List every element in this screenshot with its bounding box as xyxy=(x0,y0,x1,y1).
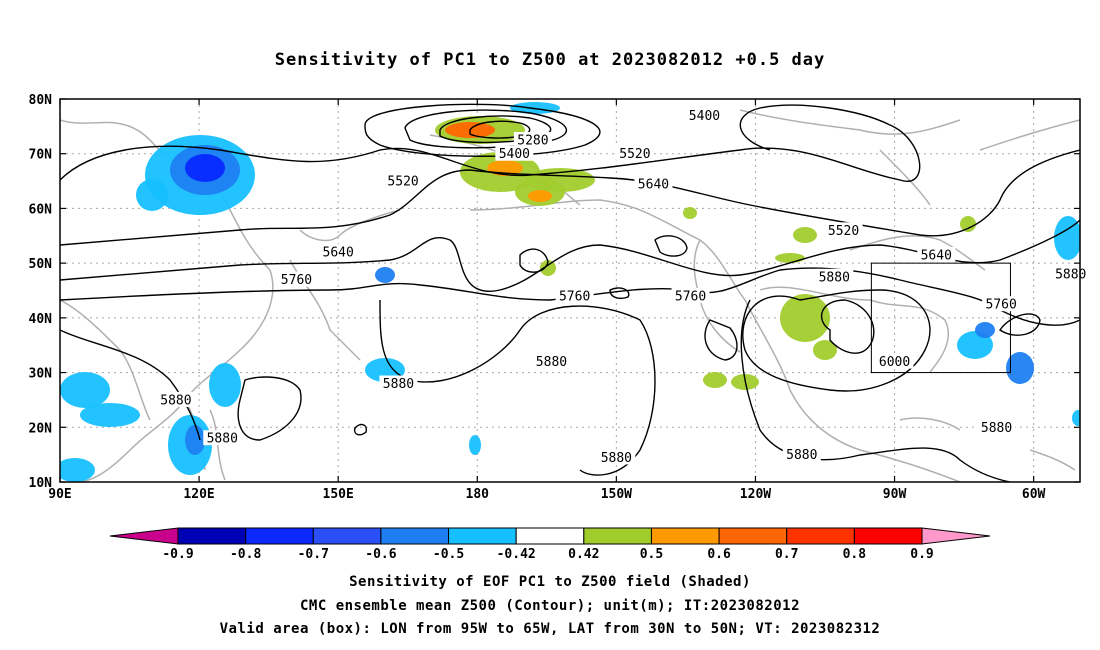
contour-label: 5760 xyxy=(986,298,1017,313)
colorbar-label: -0.9 xyxy=(162,547,193,562)
colorbar-label: 0.42 xyxy=(568,547,599,562)
colorbar-swatch xyxy=(245,527,314,545)
axis-ticks: 90E 120E 150E 180 150W 120W 90W 60W 80N 70N 60N 50N… xyxy=(29,93,1080,502)
contour-label: 5880 xyxy=(383,377,414,392)
colorbar-swatch xyxy=(380,527,450,545)
contour-label: 5640 xyxy=(323,246,354,261)
lon-tick-label: 120E xyxy=(183,487,214,502)
contour-label: 5880 xyxy=(207,432,238,447)
contour-label: 5880 xyxy=(1055,268,1086,283)
colorbar-label: -0.8 xyxy=(230,547,261,562)
colorbar-swatch xyxy=(448,527,517,545)
coastlines xyxy=(60,109,1080,482)
contour-label: 5520 xyxy=(828,224,859,239)
contour-label: 5880 xyxy=(786,448,817,463)
contour-label: 5880 xyxy=(601,451,632,466)
lon-tick-label: 150E xyxy=(323,487,354,502)
lon-tick-label: 120W xyxy=(740,487,771,502)
colorbar-label: 0.5 xyxy=(640,547,663,562)
colorbar-swatch xyxy=(312,527,382,545)
colorbar-label: -0.42 xyxy=(497,547,536,562)
lon-tick-label: 180 xyxy=(466,487,490,502)
footer-line-1: Sensitivity of EOF PC1 to Z500 field (Sh… xyxy=(349,574,751,590)
contour-label: 5640 xyxy=(921,248,952,263)
lon-tick-label: 90E xyxy=(48,487,71,502)
colorbar-swatch xyxy=(786,527,855,545)
colorbar-swatch xyxy=(650,527,720,545)
footer-line-2: CMC ensemble mean Z500 (Contour); unit(m… xyxy=(299,598,800,614)
lat-tick-label: 30N xyxy=(29,367,53,382)
contour-label: 5880 xyxy=(536,355,567,370)
lat-tick-label: 80N xyxy=(29,93,53,108)
lon-tick-label: 60W xyxy=(1022,487,1046,502)
contour-label: 5640 xyxy=(638,177,669,192)
contour-label: 5880 xyxy=(981,421,1012,436)
contour-label: 5400 xyxy=(689,109,720,124)
contour-label: 5760 xyxy=(281,273,312,288)
lat-tick-label: 50N xyxy=(29,257,53,272)
colorbar-label: -0.6 xyxy=(365,547,396,562)
colorbar-high-arrow xyxy=(921,527,991,545)
contour-label: 5760 xyxy=(559,289,590,304)
lon-tick-label: 90W xyxy=(883,487,907,502)
contour-label: 5880 xyxy=(819,270,850,285)
lat-tick-label: 10N xyxy=(29,476,53,491)
lat-tick-label: 70N xyxy=(29,148,53,163)
sensitivity-shading xyxy=(60,102,1080,482)
colorbar-label: -0.7 xyxy=(298,547,329,562)
colorbar-swatch xyxy=(177,527,247,545)
contour-label: 5880 xyxy=(160,393,191,408)
contour-label: 5520 xyxy=(387,175,418,190)
lat-tick-label: 60N xyxy=(29,202,53,217)
colorbar-label: 0.8 xyxy=(843,547,867,562)
contour-label: 5400 xyxy=(499,147,530,162)
contour-label: 5760 xyxy=(675,289,706,304)
lat-tick-label: 40N xyxy=(29,312,53,327)
plot-frame xyxy=(59,98,1081,483)
colorbar-swatch xyxy=(853,527,923,545)
colorbar-label: 0.9 xyxy=(910,547,933,562)
contour-label: 6000 xyxy=(879,355,910,370)
contour-label: 5520 xyxy=(619,147,650,162)
colorbar-low-arrow xyxy=(109,527,179,545)
colorbar-swatch xyxy=(718,527,788,545)
colorbar: -0.9 -0.8 -0.7 -0.6 -0.5 -0.42 0.42 0.5 0.6 0.7 0.… xyxy=(109,527,991,562)
contour-label: 5280 xyxy=(517,134,548,149)
map-title: Sensitivity of PC1 to Z500 at 2023082012… xyxy=(274,50,826,70)
z500-contours xyxy=(60,103,1080,482)
lat-tick-label: 20N xyxy=(29,421,53,436)
colorbar-swatch xyxy=(515,527,585,545)
valid-area-box xyxy=(870,262,1011,374)
lon-tick-label: 150W xyxy=(601,487,632,502)
colorbar-label: -0.5 xyxy=(433,547,464,562)
colorbar-label: 0.6 xyxy=(707,547,731,562)
colorbar-swatch xyxy=(583,527,652,545)
footer-line-3: Valid area (box): LON from 95W to 65W, L… xyxy=(219,621,881,637)
colorbar-label: 0.7 xyxy=(775,547,798,562)
